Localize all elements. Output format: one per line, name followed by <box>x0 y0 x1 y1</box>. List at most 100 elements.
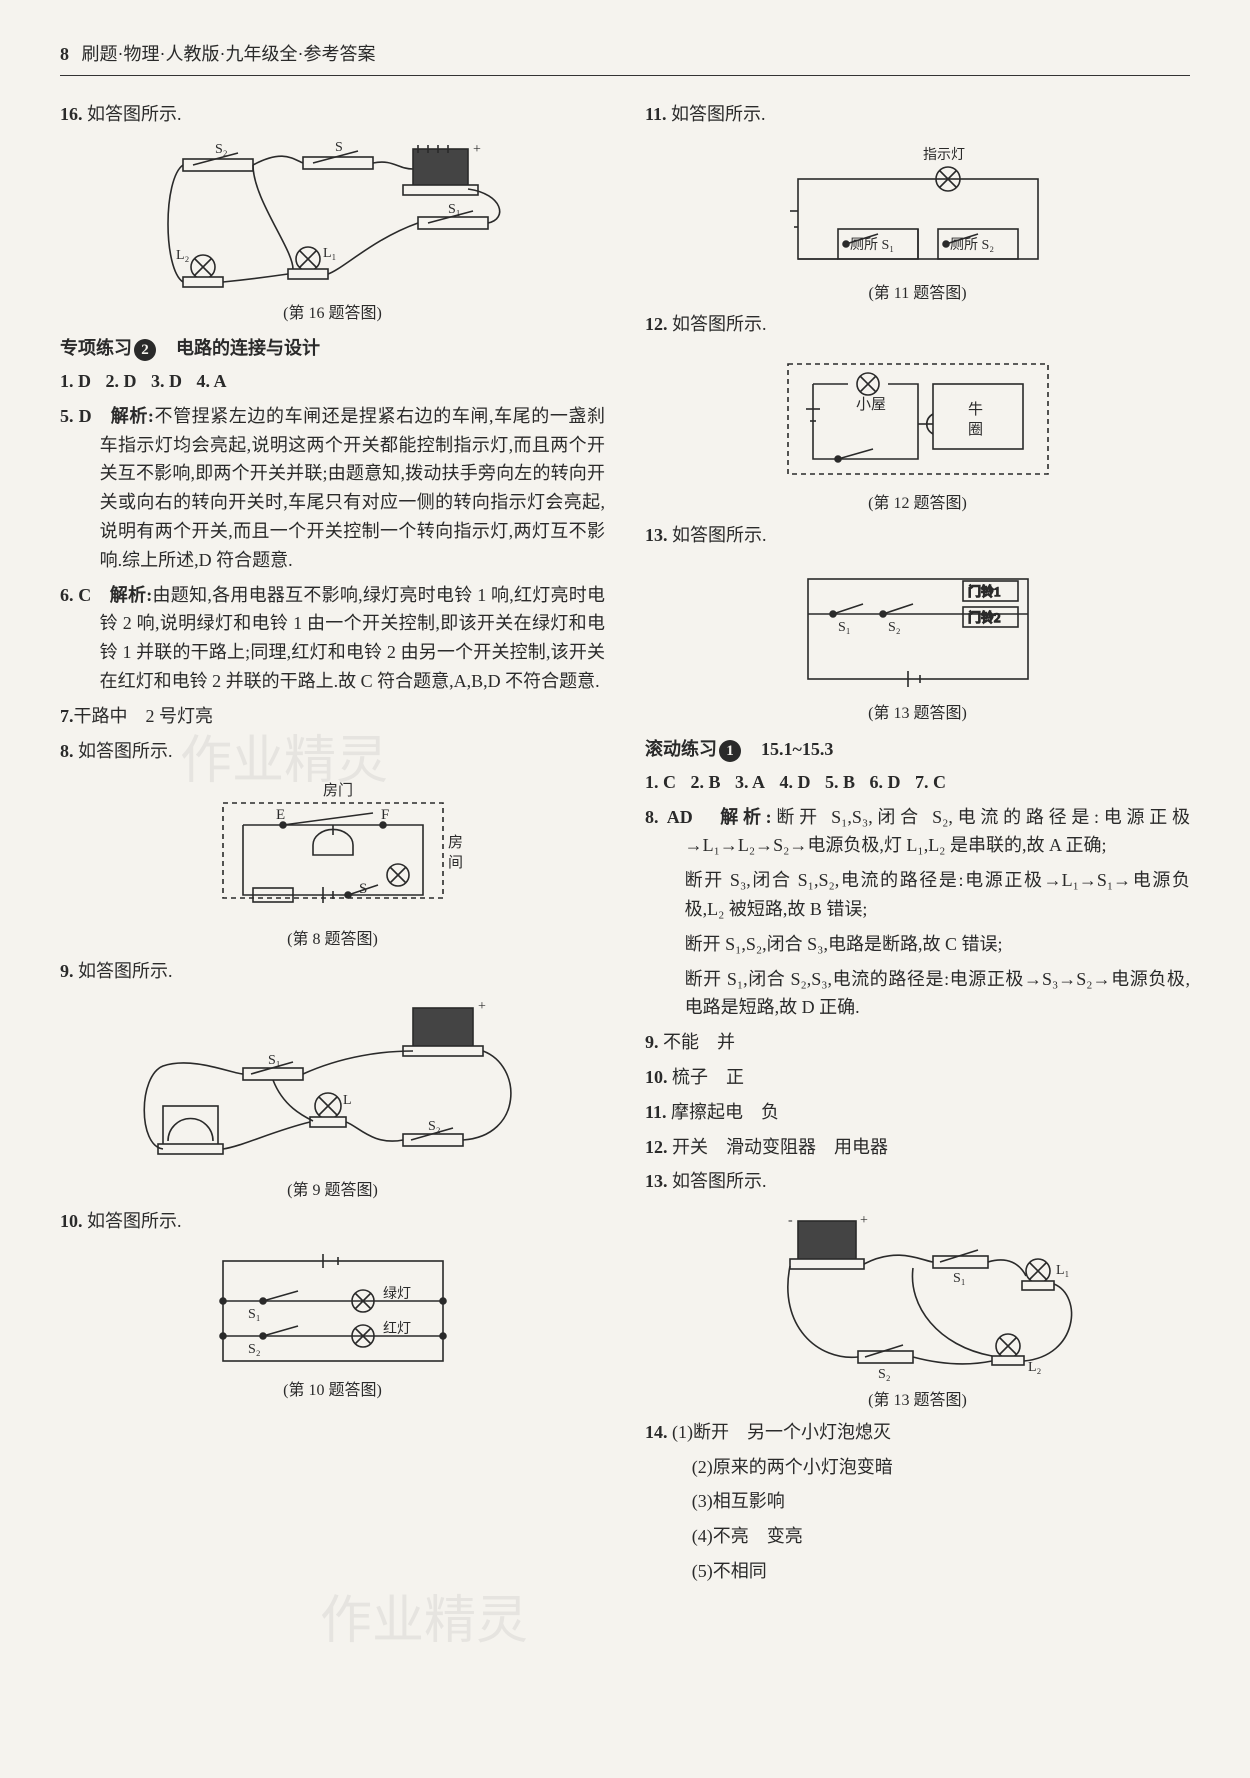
fig12-svg: 小屋 牛 圈 <box>768 349 1068 489</box>
lbl: 门铃2 <box>968 610 1001 625</box>
ans: 4. A <box>197 371 227 391</box>
ans: 7. C <box>915 772 946 792</box>
ans: 2. B <box>691 772 721 792</box>
q12r-line: 12. 如答图所示. <box>645 310 1190 339</box>
fig11: 指示灯 厕所 S₁ 厕所 S₂ (第 11 题答图) <box>645 139 1190 307</box>
section-num: 1 <box>719 740 741 762</box>
q-label: 13. <box>645 1171 668 1191</box>
lbl: 绿灯 <box>383 1286 411 1302</box>
q-label: 13. <box>645 525 668 545</box>
q-head: 解析: <box>720 807 771 827</box>
q13r: 13. 如答图所示. <box>645 1167 1190 1196</box>
lbl: S₂ <box>428 1119 441 1134</box>
lbl: S₁ <box>268 1053 281 1068</box>
q-text: 如答图所示. <box>87 1211 182 1231</box>
lbl: S₂ <box>878 1367 891 1382</box>
q-label: 9. <box>645 1032 659 1052</box>
page-title: 刷题·物理·人教版·九年级全·参考答案 <box>82 44 376 64</box>
lbl: L₂ <box>176 248 190 263</box>
lbl: 间 <box>448 854 463 871</box>
fig9: + S₁ S₂ L (第 9 题答图) <box>60 996 605 1204</box>
q6: 6. C 解析:由题知,各用电器互不影响,绿灯亮时电铃 1 响,红灯亮时电铃 2… <box>60 581 605 696</box>
lbl: 门铃1 <box>968 584 1001 599</box>
lbl: - <box>788 1213 793 1228</box>
q-head: 解析: <box>110 585 153 605</box>
lbl: L₁ <box>1056 1263 1069 1278</box>
q-label: 14. <box>645 1422 668 1442</box>
fig16-svg: S₂ S + S₁ L₁ L₂ <box>143 139 523 299</box>
q10r: 10. 梳子 正 <box>645 1063 1190 1092</box>
lbl: 小屋 <box>856 396 886 413</box>
lbl: S <box>335 140 343 155</box>
lbl: L₁ <box>323 246 336 261</box>
q-label: 7. <box>60 706 74 726</box>
lbl: L₂ <box>1028 1360 1042 1375</box>
fig9-caption: (第 9 题答图) <box>60 1178 605 1204</box>
fig8-svg: 房门 E F S 房 间 <box>183 775 483 925</box>
lbl: S₂ <box>248 1342 261 1357</box>
q9: 9. 如答图所示. <box>60 957 605 986</box>
fig13b-svg: - + S₁ S₂ L₁ L₂ <box>738 1206 1098 1386</box>
answers-row-1: 1. D 2. D 3. D 4. A <box>60 367 605 396</box>
q-text: 如答图所示. <box>672 314 767 334</box>
lbl: 房门 <box>323 782 353 799</box>
content-columns: 作业精灵 作业精灵 16. 如答图所示. <box>60 100 1190 1592</box>
fig13a: 门铃1 门铃2 S₁ S₂ (第 13 题答图) <box>645 559 1190 727</box>
q16: 16. 如答图所示. <box>60 100 605 129</box>
lbl: L <box>343 1093 352 1108</box>
lbl: + <box>860 1213 868 1228</box>
lbl: 厕所 S₁ <box>850 237 894 253</box>
fig9-svg: + S₁ S₂ L <box>133 996 533 1176</box>
lbl: 红灯 <box>383 1321 411 1337</box>
section-range: 15.1~15.3 <box>761 739 833 759</box>
q14-1: (1)断开 另一个小灯泡熄灭 <box>672 1422 891 1442</box>
fig10-caption: (第 10 题答图) <box>60 1378 605 1404</box>
q8r-l4: 断开 S₁,闭合 S₂,S₃,电流的路径是:电源正极→S₃→S₂→电源负极,电路… <box>645 965 1190 1023</box>
fig10: S₁ S₂ 绿灯 红灯 (第 10 题答图) <box>60 1246 605 1404</box>
fig11-caption: (第 11 题答图) <box>645 281 1190 307</box>
q-text: 如答图所示. <box>78 741 173 761</box>
ans: 1. C <box>645 772 676 792</box>
lbl: 房 <box>448 834 463 851</box>
q8r-l3: 断开 S₁,S₂,闭合 S₃,电路是断路,故 C 错误; <box>645 930 1190 959</box>
fig13a-svg: 门铃1 门铃2 S₁ S₂ <box>778 559 1058 699</box>
q7: 7.干路中 2 号灯亮 <box>60 702 605 731</box>
fig16: S₂ S + S₁ L₁ L₂ (第 16 题答图) <box>60 139 605 327</box>
section-num: 2 <box>134 339 156 361</box>
page-header: 8 刷题·物理·人教版·九年级全·参考答案 <box>60 40 1190 76</box>
q-label: 6. C <box>60 585 91 605</box>
q-label: 12. <box>645 1137 668 1157</box>
q14-2: (2)原来的两个小灯泡变暗 <box>645 1453 1190 1482</box>
q-label: 10. <box>60 1211 83 1231</box>
q-text: 梳子 正 <box>672 1067 744 1087</box>
fig8: 房门 E F S 房 间 (第 8 题答图) <box>60 775 605 953</box>
q-label: 12. <box>645 314 668 334</box>
lbl: 牛 <box>968 401 983 418</box>
q-label: 8. AD <box>645 807 693 827</box>
left-column: 16. 如答图所示. <box>60 100 605 1592</box>
lbl: S₁ <box>248 1307 261 1322</box>
q-text: 干路中 2 号灯亮 <box>74 706 214 726</box>
q8r-l2: 断开 S₃,闭合 S₁,S₂,电流的路径是:电源正极→L₁→S₁→电源负极,L₂… <box>645 866 1190 924</box>
q-text: 开关 滑动变阻器 用电器 <box>672 1137 888 1157</box>
q-label: 10. <box>645 1067 668 1087</box>
q-text: 如答图所示. <box>87 104 182 124</box>
ans: 1. D <box>60 371 91 391</box>
lbl: + <box>473 142 481 157</box>
q-text: 摩擦起电 负 <box>671 1102 779 1122</box>
lbl: S₂ <box>888 620 901 635</box>
fig12-caption: (第 12 题答图) <box>645 491 1190 517</box>
lbl: S₂ <box>215 142 228 157</box>
fig16-caption: (第 16 题答图) <box>60 301 605 327</box>
section-rolling: 滚动练习1 15.1~15.3 <box>645 735 1190 764</box>
q-label: 11. <box>645 1102 667 1122</box>
q14-4: (4)不亮 变亮 <box>645 1522 1190 1551</box>
watermark: 作业精灵 <box>320 1580 528 1663</box>
lbl: S₁ <box>448 202 461 217</box>
fig13a-caption: (第 13 题答图) <box>645 701 1190 727</box>
q-label: 9. <box>60 961 74 981</box>
ans: 6. D <box>870 772 901 792</box>
section-prefix: 滚动练习 <box>645 739 717 759</box>
fig13b: - + S₁ S₂ L₁ L₂ (第 13 题答图) <box>645 1206 1190 1414</box>
lbl: 厕所 S₂ <box>950 237 994 253</box>
